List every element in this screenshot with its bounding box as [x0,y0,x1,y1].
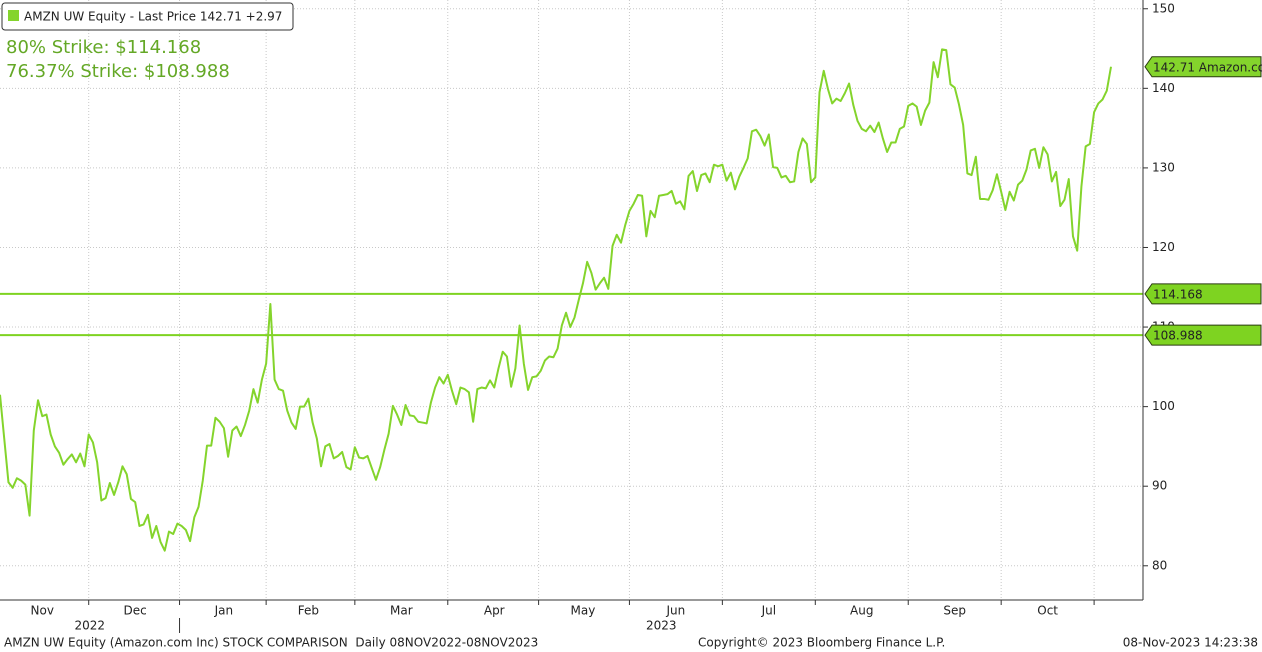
footer-right: 08-Nov-2023 14:23:38 [1123,636,1258,650]
x-tick-label: Jun [666,604,686,618]
grid [0,0,1143,600]
strike-annotation: 80% Strike: $114.168 [6,37,201,58]
y-tick-label: 90 [1152,479,1167,493]
x-tick-label: Oct [1037,604,1058,618]
strike-tag: 114.168 [1153,287,1203,301]
x-tick-label: Jan [214,604,234,618]
x-tick-label: May [571,604,596,618]
x-tick-label: Mar [390,604,413,618]
y-tick-label: 130 [1152,160,1175,174]
y-tick-label: 100 [1152,399,1175,413]
x-tick-label: Nov [31,604,54,618]
footer-center: Copyright© 2023 Bloomberg Finance L.P. [698,636,945,650]
strike-annotation: 76.37% Strike: $108.988 [6,61,230,82]
strike-tag-box [1144,283,1262,305]
plot [0,48,1143,552]
year-label: 2022 [74,619,105,633]
x-tick-label: Dec [124,604,147,618]
last-price-tag: 142.71 Amazon.co [1153,60,1262,74]
legend: AMZN UW Equity - Last Price 142.71 +2.97 [1,2,294,31]
x-tick-label: Apr [484,604,505,618]
legend-label: AMZN UW Equity - Last Price 142.71 +2.97 [24,10,282,24]
last-price-tag-box [1144,56,1262,78]
y-tick-label: 120 [1152,240,1175,254]
footer-left: AMZN UW Equity (Amazon.com Inc) STOCK CO… [4,636,538,650]
strike-tag: 108.988 [1153,329,1203,343]
x-tick-label: Aug [850,604,873,618]
price-line [0,48,1112,552]
value-tags: 142.71 Amazon.co 114.168 108.988 [1144,56,1262,346]
legend-box [1,2,294,31]
legend-swatch [8,10,19,21]
x-tick-label: Sep [943,604,966,618]
y-tick-label: 80 [1152,558,1167,572]
y-tick-label: 140 [1152,81,1175,95]
x-tick-label: Jul [761,604,776,618]
year-label: 2023 [646,619,677,633]
strike-tag-box [1144,324,1262,346]
x-tick-label: Feb [298,604,319,618]
y-tick-label: 150 [1152,1,1175,15]
axis-labels: 8090100110120130140150NovDecJanFebMarApr… [31,1,1175,633]
